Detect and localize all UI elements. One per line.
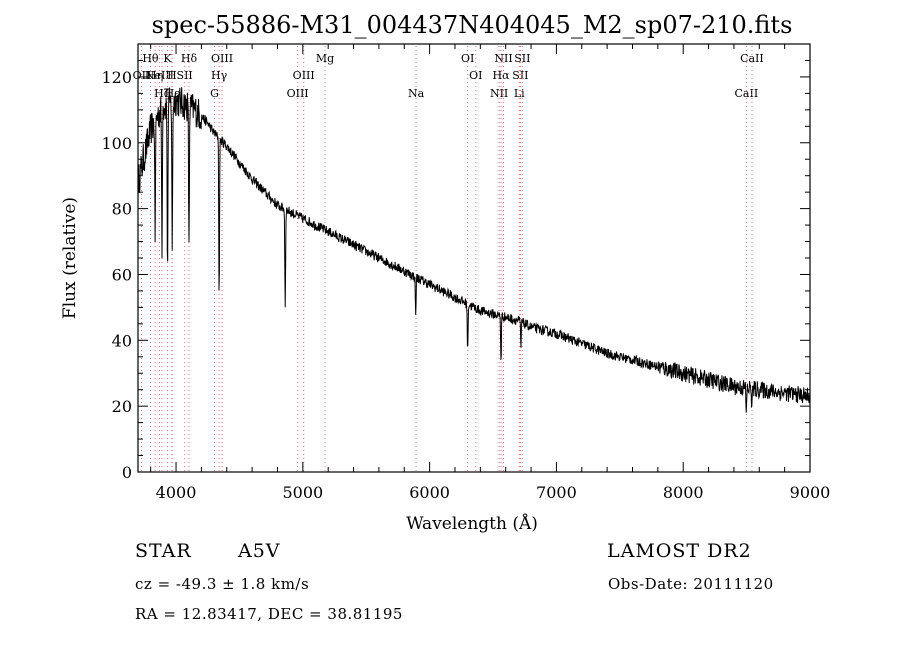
spectrum-series — [137, 87, 811, 413]
y-tick-label: 80 — [112, 200, 132, 219]
y-tick-label: 20 — [112, 397, 132, 416]
x-tick-label: 7000 — [536, 483, 577, 502]
x-tick-label: 6000 — [409, 483, 450, 502]
y-tick-label: 60 — [112, 265, 132, 284]
line-marker-label: H — [167, 69, 177, 82]
line-marker-label: NII — [490, 87, 508, 100]
line-marker-label: Hα — [492, 69, 510, 82]
line-marker-label: OIII — [293, 69, 315, 82]
line-marker-label: Hγ — [211, 69, 228, 82]
line-marker-label: OIII — [287, 87, 309, 100]
spectrum-line — [137, 87, 811, 413]
line-marker-label: NeIII — [145, 69, 174, 82]
plot-frame — [137, 43, 811, 473]
chart-title: spec-55886-M31_004437N404045_M2_sp07-210… — [152, 11, 793, 39]
x-tick-label: 4000 — [156, 483, 197, 502]
line-marker-label: Na — [408, 87, 425, 100]
y-tick-label: 40 — [112, 331, 132, 350]
line-marker-label: OII — [133, 69, 151, 82]
line-marker-label: NII — [494, 52, 512, 65]
line-marker-label: Hθ — [142, 52, 159, 65]
x-tick-label: 5000 — [282, 483, 323, 502]
line-marker-label: OIII — [211, 52, 233, 65]
line-marker-label: Li — [514, 87, 525, 100]
x-axis-label: Wavelength (Å) — [406, 513, 538, 534]
line-marker-label: OI — [461, 52, 474, 65]
y-tick-label: 120 — [101, 68, 132, 87]
x-tick-label: 8000 — [663, 483, 704, 502]
redshift-cz: cz = -49.3 ± 1.8 km/s — [135, 575, 310, 593]
line-marker-label: G — [210, 87, 219, 100]
y-tick-label: 100 — [101, 134, 132, 153]
emission-line-markers: OIIHθHηNeIIIHζKHHεSIIHδGHγOIIIOIIIOIIIMg… — [133, 46, 764, 472]
line-marker-label: Hζ — [154, 87, 170, 100]
observation-date: Obs-Date: 20111120 — [608, 575, 774, 593]
line-marker-label: Mg — [316, 52, 334, 65]
line-marker-label: Hδ — [181, 52, 198, 65]
y-axis-label: Flux (relative) — [60, 197, 80, 319]
line-marker-label: K — [163, 52, 172, 65]
y-tick-label: 0 — [122, 463, 132, 482]
line-marker-label: SII — [514, 52, 530, 65]
line-marker-label: CaII — [735, 87, 759, 100]
object-class: STAR — [135, 540, 192, 562]
sky-coordinates: RA = 12.83417, DEC = 38.81195 — [135, 605, 403, 623]
axis-ticks: 4000 5000 6000 7000 8000 9000 0 20 40 60 80 100 120 — [101, 43, 831, 502]
line-marker-label: SII — [512, 69, 528, 82]
x-tick-label: 9000 — [790, 483, 831, 502]
object-subclass: A5V — [238, 540, 281, 562]
line-marker-label: CaII — [740, 52, 764, 65]
line-marker-label: SII — [177, 69, 193, 82]
line-marker-label: OI — [469, 69, 482, 82]
survey-name: LAMOST DR2 — [607, 540, 752, 562]
